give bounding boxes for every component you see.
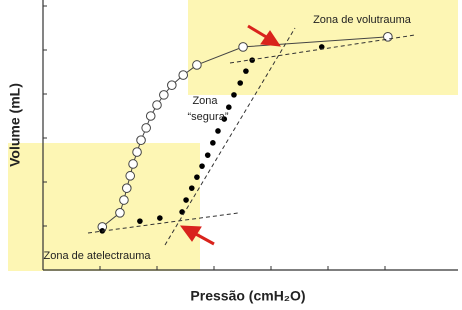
arrow-lower <box>193 231 215 246</box>
data-point <box>183 197 189 203</box>
annotation: Zona de volutrauma <box>313 14 412 26</box>
data-point <box>221 116 228 122</box>
data-point <box>157 215 163 221</box>
data-point <box>178 70 189 80</box>
data-point <box>159 90 169 100</box>
annotation: “segura” <box>188 111 229 123</box>
data-point <box>119 195 129 205</box>
data-point <box>115 208 125 218</box>
data-point <box>226 104 232 110</box>
data-point <box>318 44 325 50</box>
arrowhead-upper <box>260 30 282 47</box>
tangent-lower <box>87 212 239 234</box>
tangent-middle <box>164 27 296 246</box>
data-point <box>152 100 162 110</box>
data-point <box>194 174 200 180</box>
data-point <box>199 163 205 169</box>
data-point <box>210 140 216 146</box>
data-point <box>145 111 156 121</box>
arrows <box>179 24 282 246</box>
data-point <box>243 68 249 74</box>
arrowhead-lower <box>179 225 202 242</box>
data-point <box>136 135 146 145</box>
data-point <box>231 92 237 98</box>
data-point <box>192 60 202 70</box>
data-point <box>237 80 244 86</box>
data-point <box>121 183 132 193</box>
tangent-upper <box>229 34 416 64</box>
data-point <box>141 123 151 133</box>
data-point <box>167 80 177 90</box>
x-axis-label: Pressão (cmH₂O) <box>190 288 305 304</box>
data-point <box>137 218 143 224</box>
data-point <box>132 147 142 157</box>
arrow-upper <box>247 24 269 40</box>
data-point <box>204 152 211 158</box>
atelectrauma-zone <box>8 143 200 271</box>
y-axis-label: Volume (mL) <box>7 83 23 167</box>
data-point <box>238 42 248 52</box>
data-point <box>215 128 221 134</box>
annotation: Zona de atelectrauma <box>43 250 151 262</box>
data-point <box>125 171 136 181</box>
data-point <box>128 159 138 169</box>
annotation: Zona <box>192 95 218 107</box>
data-point <box>188 185 195 191</box>
